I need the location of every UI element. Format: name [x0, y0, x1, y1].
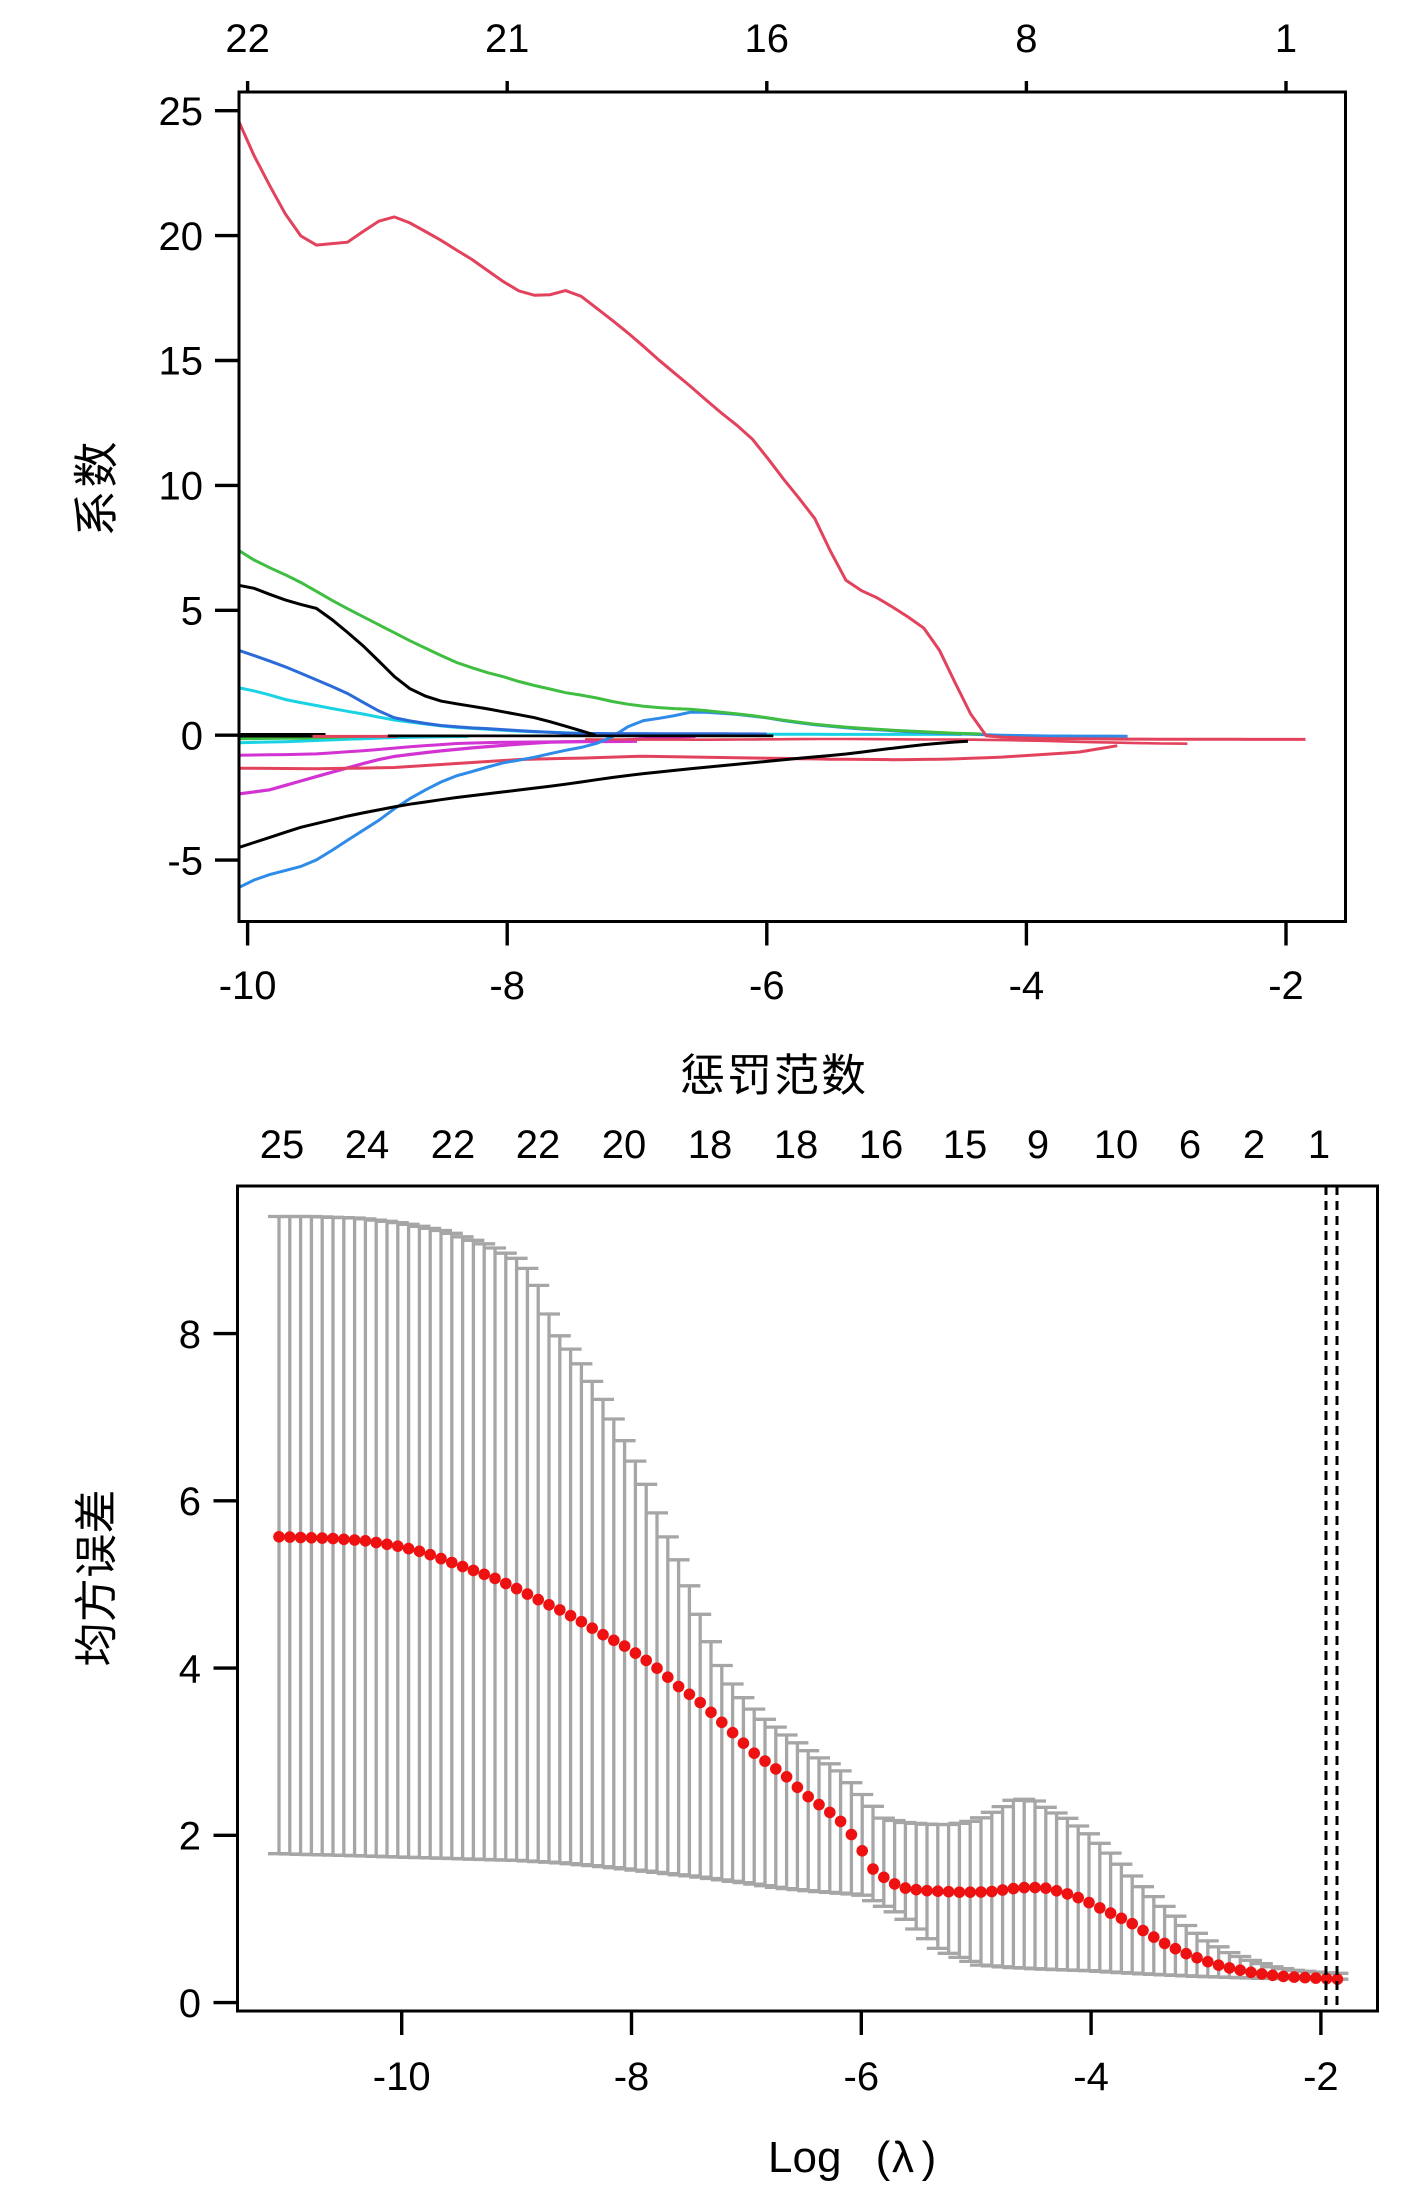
svg-text:16: 16: [859, 1123, 904, 1167]
svg-text:-2: -2: [1303, 2055, 1339, 2099]
svg-text:-6: -6: [844, 2055, 880, 2099]
svg-text:20: 20: [159, 215, 204, 259]
svg-text:-10: -10: [219, 964, 277, 1008]
svg-text:10: 10: [159, 465, 204, 509]
svg-text:16: 16: [745, 17, 790, 61]
svg-text:-4: -4: [1073, 2055, 1109, 2099]
svg-text:(: (: [876, 2133, 891, 2182]
svg-text:25: 25: [159, 90, 204, 134]
svg-text:22: 22: [516, 1123, 561, 1167]
svg-text:18: 18: [774, 1123, 819, 1167]
svg-text:22: 22: [225, 17, 270, 61]
svg-text:2: 2: [1243, 1123, 1265, 1167]
svg-text:20: 20: [602, 1123, 647, 1167]
svg-text:15: 15: [943, 1123, 988, 1167]
svg-text:9: 9: [1027, 1123, 1049, 1167]
svg-text:6: 6: [1179, 1123, 1201, 1167]
svg-text:8: 8: [1015, 17, 1037, 61]
svg-text:4: 4: [179, 1647, 201, 1691]
svg-text:0: 0: [179, 1982, 201, 2026]
svg-text:-4: -4: [1009, 964, 1045, 1008]
svg-text:1: 1: [1308, 1123, 1330, 1167]
svg-text:25: 25: [260, 1123, 305, 1167]
svg-text:-8: -8: [489, 964, 525, 1008]
svg-text:-10: -10: [373, 2055, 431, 2099]
svg-text:24: 24: [345, 1123, 390, 1167]
svg-text:-6: -6: [749, 964, 785, 1008]
svg-text:2: 2: [179, 1815, 201, 1859]
svg-text:0: 0: [181, 714, 203, 758]
svg-text:15: 15: [159, 340, 204, 384]
svg-text:1: 1: [1275, 17, 1297, 61]
svg-text:5: 5: [181, 590, 203, 634]
svg-text:Log: Log: [768, 2133, 841, 2182]
svg-text:10: 10: [1094, 1123, 1139, 1167]
svg-text:-5: -5: [167, 839, 203, 883]
svg-text:λ: λ: [892, 2133, 914, 2182]
svg-text:-8: -8: [614, 2055, 650, 2099]
svg-text:6: 6: [179, 1480, 201, 1524]
svg-text:-2: -2: [1268, 964, 1304, 1008]
svg-text:22: 22: [431, 1123, 476, 1167]
svg-text:): ): [922, 2133, 937, 2182]
svg-text:21: 21: [485, 17, 530, 61]
svg-text:18: 18: [688, 1123, 733, 1167]
svg-text:8: 8: [179, 1313, 201, 1357]
